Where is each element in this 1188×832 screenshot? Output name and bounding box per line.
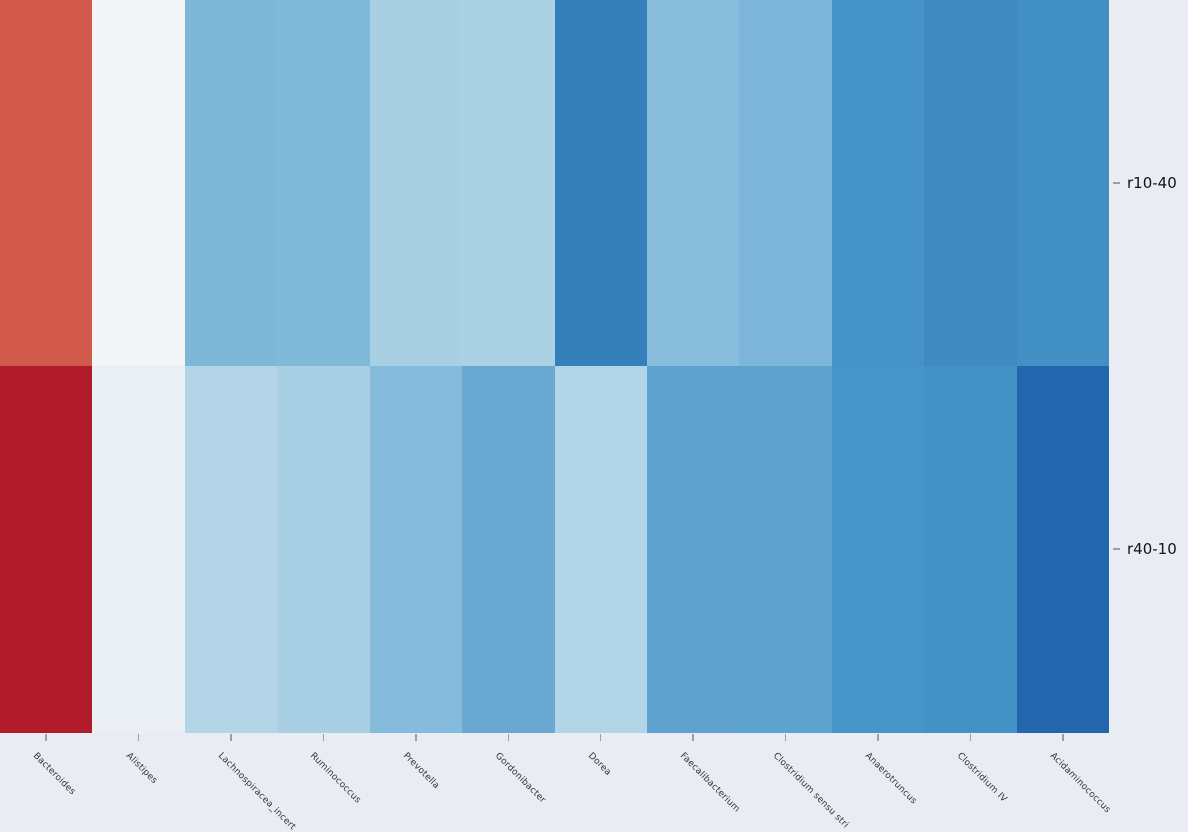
x-axis: Bacteroides Alistipes Lachnospiracea_incer…	[0, 732, 1112, 832]
x-tick-label-Ruminococcus: Ruminococcus	[308, 751, 363, 806]
y-tick-mark	[1113, 548, 1120, 550]
x-tick-mark	[507, 734, 510, 741]
x-tick-label-Alistipes: Alistipes	[123, 751, 159, 787]
heatmap-cell-r40-10-Alistipes	[92, 366, 186, 733]
heatmap-cell-r40-10-Gordonibacter	[462, 366, 555, 733]
x-tick-mark	[877, 734, 879, 741]
x-tick-label-Prevotella: Prevotella	[400, 751, 441, 792]
x-tick-mark	[599, 734, 602, 741]
x-tick-mark	[322, 734, 325, 741]
y-tick-label-r10-40: r10-40	[1127, 174, 1177, 192]
x-tick-mark	[784, 734, 787, 741]
x-tick-mark	[969, 734, 972, 741]
y-axis: r10-40 r40-10	[1109, 0, 1188, 732]
heatmap-cell-r10-40-Lachnospiracea_incert	[184, 0, 278, 367]
heatmap-cell-r40-10-Clostridium IV	[924, 366, 1018, 733]
heatmap-cell-r10-40-Prevotella	[369, 0, 463, 367]
heatmap-cell-r10-40-Gordonibacter	[462, 0, 555, 367]
x-tick-label-Anaerotruncus: Anaerotruncus	[862, 751, 919, 807]
x-tick-label-Bacteroides: Bacteroides	[31, 751, 78, 798]
heatmap-cell-r40-10-Faecalibacterium	[646, 366, 740, 733]
heatmap-cell-r40-10-Bacteroides	[0, 366, 93, 733]
heatmap-cell-r10-40-Anaerotruncus	[831, 0, 925, 367]
y-tick-label-r40-10: r40-10	[1127, 540, 1177, 558]
heatmap-cell-r40-10-Anaerotruncus	[831, 366, 925, 733]
x-tick-label-Faecalibacterium: Faecalibacterium	[678, 751, 742, 815]
heatmap-cell-r40-10-Dorea	[554, 366, 648, 733]
x-tick-label-Acidaminococcus: Acidaminococcus	[1047, 751, 1112, 816]
heatmap-cell-r10-40-Acidaminococcus	[1016, 0, 1110, 367]
x-tick-label-Clostridium IV: Clostridium IV	[955, 751, 1009, 805]
x-tick-label-Dorea: Dorea	[585, 751, 613, 778]
x-tick-mark	[230, 734, 232, 741]
heatmap-cell-r40-10-Prevotella	[369, 366, 463, 733]
heatmap-cell-r10-40-Alistipes	[92, 0, 186, 367]
heatmap-cell-r40-10-Ruminococcus	[277, 366, 371, 733]
heatmap-grid	[0, 0, 1110, 733]
heatmap-cell-r10-40-Clostridium IV	[924, 0, 1018, 367]
heatmap-cell-r10-40-Clostridium sensu stri	[739, 0, 833, 367]
x-tick-mark	[1062, 734, 1064, 741]
heatmap-cell-r10-40-Bacteroides	[0, 0, 93, 367]
x-tick-mark	[692, 734, 694, 741]
x-tick-label-Lachnospiracea_incert: Lachnospiracea_incert	[215, 751, 298, 832]
x-tick-label-Clostridium sensu stri: Clostridium sensu stri	[770, 751, 850, 831]
heatmap-cell-r10-40-Faecalibacterium	[646, 0, 740, 367]
heatmap-cell-r40-10-Lachnospiracea_incert	[184, 366, 278, 733]
y-tick-mark	[1113, 182, 1120, 184]
heatmap-cell-r40-10-Acidaminococcus	[1016, 366, 1110, 733]
heatmap-cell-r10-40-Ruminococcus	[277, 0, 371, 367]
x-tick-mark	[415, 734, 417, 741]
x-tick-label-Gordonibacter: Gordonibacter	[493, 751, 548, 806]
x-tick-mark	[137, 734, 140, 741]
heatmap-cell-r10-40-Dorea	[554, 0, 648, 367]
heatmap-cell-r40-10-Clostridium sensu stri	[739, 366, 833, 733]
x-tick-mark	[45, 734, 47, 741]
